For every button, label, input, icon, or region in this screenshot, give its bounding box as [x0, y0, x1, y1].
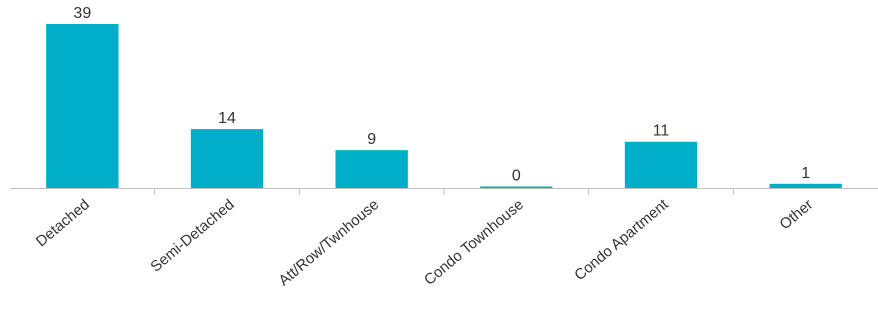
bar-condo-townhouse — [480, 186, 553, 188]
bar-value-label: 9 — [367, 131, 376, 148]
bar-value-label: 39 — [73, 5, 91, 22]
bar-value-label: 14 — [218, 110, 236, 127]
x-tick-label: Other — [777, 196, 817, 233]
x-tick-label: Att/Row/Twnhouse — [276, 196, 383, 289]
x-tick-label: Condo Apartment — [571, 196, 672, 285]
bar-layer — [46, 24, 842, 188]
bar-value-label: 0 — [512, 168, 521, 185]
bar-value-label: 1 — [801, 165, 810, 182]
bar-semi-detached — [190, 129, 264, 188]
bar-condo-apartment — [624, 141, 698, 188]
category-label-layer: Detached Semi-Detached Att/Row/Twnhouse Con… — [33, 196, 816, 290]
x-tick-label: Detached — [33, 196, 93, 250]
bar-detached — [46, 24, 119, 188]
bar-value-label: 11 — [653, 123, 670, 140]
bar-att-row-twnhouse — [335, 150, 408, 188]
x-tick-label: Semi-Detached — [147, 196, 237, 275]
x-tick-label: Condo Townhouse — [421, 196, 527, 289]
bar-other — [769, 183, 842, 188]
axis-layer — [10, 188, 878, 195]
